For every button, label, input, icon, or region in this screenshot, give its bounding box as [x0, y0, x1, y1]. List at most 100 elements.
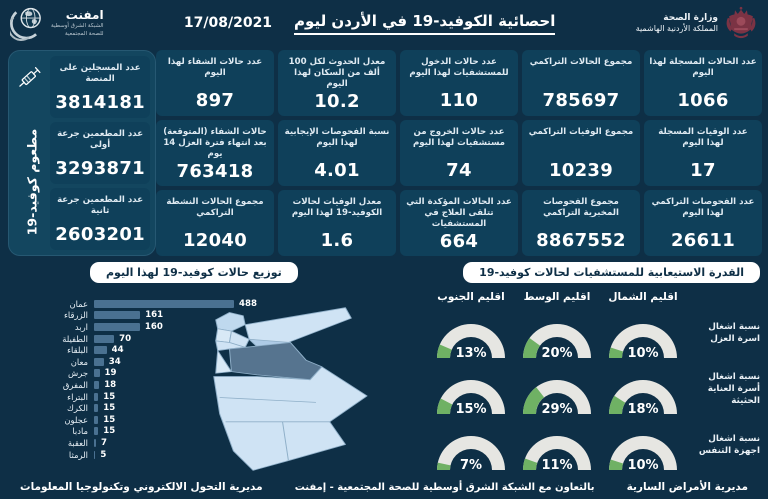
page-title: احصائية الكوفيد-19 في الأردن ليوم: [294, 12, 556, 35]
stat-card: مجموع الحالات التراكمي 785697: [522, 50, 640, 116]
gauge-arc-icon: 10%: [609, 324, 677, 361]
bar: [94, 438, 96, 447]
stat-label: عدد حالات الدخول للمستشفيات لهذا اليوم: [409, 57, 509, 79]
stat-label: عدد الوفيات المسجلة لهذا اليوم: [658, 127, 748, 149]
bar-row: معان 34: [8, 356, 268, 368]
bar: [94, 357, 104, 366]
bar-row: الرمثا 5: [8, 449, 268, 461]
svg-text:11%: 11%: [541, 458, 572, 473]
bar: [94, 334, 115, 343]
gauge-arc-icon: 15%: [437, 380, 505, 417]
emphnet-tagline-2: للصحة المجتمعية: [65, 31, 104, 37]
stat-value: 8867552: [536, 230, 626, 251]
bar-label: عجلون: [64, 414, 88, 425]
bar-label: معان: [70, 356, 88, 367]
bar-row: الزرقاء 161: [8, 310, 268, 322]
stat-card: معدل الحدوث لكل 100 ألف من السكان لهذا ا…: [278, 50, 396, 116]
bar-row: مادبا 15: [8, 426, 268, 438]
stat-value: 17: [690, 160, 716, 181]
bar-value: 15: [103, 414, 116, 425]
svg-text:13%: 13%: [455, 346, 486, 361]
emphnet-tagline-1: الشبكة الشرق أوسطية: [51, 22, 104, 29]
ministry-name: وزارة الصحة: [663, 12, 718, 23]
bar: [94, 392, 99, 401]
bar-row: المفرق 18: [8, 379, 268, 391]
gauge-row-label: نسبة اشغال أسرة العناية الحثيثة: [707, 371, 760, 407]
stat-card: عدد الوفيات المسجلة لهذا اليوم 17: [644, 120, 762, 186]
bar: [94, 404, 99, 413]
region-header: اقليم الجنوب: [437, 291, 505, 303]
region-header: اقليم الشمال: [608, 291, 678, 303]
stat-label: مجموع الفحوصات المخبرية التراكمي: [543, 197, 619, 219]
stat-value: 3814181: [55, 92, 145, 113]
capacity-section: القدرة الاستيعابية للمستشفيات لحالات كوف…: [428, 262, 762, 474]
stat-value: 897: [195, 90, 235, 111]
bar: [94, 380, 100, 389]
vaccine-strip: مطعوم كوفيد-19: [14, 56, 46, 250]
svg-text:10%: 10%: [627, 458, 658, 473]
bar-label: البلقاء: [67, 345, 88, 356]
bar-row: عمان 488: [8, 298, 268, 310]
stat-label: مجموع الحالات التراكمي: [529, 57, 633, 67]
footer-communicable-diseases: مديرية الأمراض السارية: [626, 481, 748, 493]
bar: [94, 346, 107, 355]
stat-card: معدل الوفيات لحالات الكوفيد-19 لهذا اليو…: [278, 190, 396, 256]
bar-row: اربد 160: [8, 321, 268, 333]
stat-value: 26611: [670, 230, 736, 251]
svg-text:10%: 10%: [627, 346, 658, 361]
stat-card: عدد الحالات المسجلة لهذا اليوم 1066: [644, 50, 762, 116]
stat-label: عدد حالات الشفاء لهذا اليوم: [167, 57, 263, 79]
distribution-section: توزيع حالات كوفيد-19 لهذا اليوم عمان 488 ا…: [8, 262, 438, 476]
stat-value: 2603201: [55, 224, 145, 245]
stat-label: مجموع الحالات النشطة التراكمي: [166, 197, 264, 219]
vaccine-stat-card: عدد المطعمين جرعة أولى 3293871: [50, 122, 150, 184]
svg-text:18%: 18%: [627, 402, 658, 417]
stat-value: 110: [439, 90, 479, 111]
bar-row: الطفيلة 70: [8, 333, 268, 345]
stat-card: نسبة الفحوصات الإيجابية لهذا اليوم 4.01: [278, 120, 396, 186]
bar-row: البتراء 15: [8, 391, 268, 403]
vaccine-cards: عدد المسجلين على المنصة 3814181 عدد المطعم…: [50, 56, 150, 250]
region-header: اقليم الوسط: [523, 291, 591, 303]
stat-label: معدل الوفيات لحالات الكوفيد-19 لهذا اليو…: [291, 197, 383, 219]
stat-label: عدد المطعمين جرعة أولى: [57, 129, 144, 151]
svg-text:29%: 29%: [541, 402, 572, 417]
jordan-map: [200, 302, 426, 476]
distribution-title: توزيع حالات كوفيد-19 لهذا اليوم: [90, 262, 298, 283]
bar-value: 44: [111, 345, 124, 356]
gauge-north: 18%: [600, 361, 686, 417]
bar-row: الكرك 15: [8, 402, 268, 414]
gauge-arc-icon: 11%: [523, 436, 591, 473]
gauge-north: 10%: [600, 417, 686, 473]
stat-card: عدد حالات الدخول للمستشفيات لهذا اليوم 11…: [400, 50, 518, 116]
stat-label: عدد المسجلين على المنصة: [59, 63, 141, 85]
bar-label: جرش: [67, 368, 88, 379]
bar-label: مادبا: [72, 426, 88, 437]
gauge-center: 20%: [514, 305, 600, 361]
capacity-title: القدرة الاستيعابية للمستشفيات لحالات كوف…: [463, 262, 760, 283]
kingdom-name: المملكة الأردنية الهاشمية: [635, 23, 718, 33]
bar-row: عجلون 15: [8, 414, 268, 426]
bar-row: البلقاء 44: [8, 344, 268, 356]
bar-label: البتراء: [67, 391, 88, 402]
stat-label: نسبة الفحوصات الإيجابية لهذا اليوم: [284, 127, 390, 149]
bar-value: 15: [103, 391, 116, 402]
emphnet-branding: امفنت الشبكة الشرق أوسطية للصحة المجتمعي…: [10, 4, 104, 42]
stat-value: 10239: [548, 160, 614, 181]
footer-it-directorate: مديرية التحول الالكتروني وتكنولوجيا المع…: [20, 481, 263, 493]
stat-value: 785697: [542, 90, 620, 111]
stat-value: 664: [439, 230, 479, 252]
stat-value: 10.2: [314, 90, 360, 112]
bar-value: 15: [103, 426, 116, 437]
bar-label: الزرقاء: [63, 310, 88, 321]
stat-label: معدل الحدوث لكل 100 ألف من السكان لهذا ا…: [288, 57, 386, 90]
emphnet-name: امفنت: [65, 7, 104, 22]
stat-value: 4.01: [314, 160, 360, 181]
stat-label: عدد الحالات المسجلة لهذا اليوم: [649, 57, 757, 79]
gauge-arc-icon: 18%: [609, 380, 677, 417]
stat-value: 3293871: [55, 158, 145, 179]
vaccine-stat-card: عدد المطعمين جرعة ثانية 2603201: [50, 188, 150, 250]
gauge-arc-icon: 7%: [437, 436, 505, 473]
stat-value: 12040: [182, 230, 248, 251]
